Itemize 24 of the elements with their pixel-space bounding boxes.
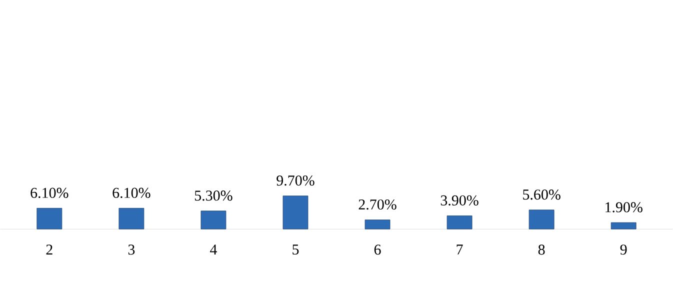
- x-tick-label: 2: [46, 244, 52, 254]
- bar: [610, 222, 636, 230]
- bar: [282, 196, 308, 230]
- x-tick-label: 5: [292, 244, 299, 254]
- bar: [36, 208, 62, 230]
- bar: [364, 220, 390, 230]
- x-tick-label: 4: [210, 244, 217, 254]
- x-tick-label: 7: [456, 244, 463, 254]
- data-label: 6.10%: [30, 188, 68, 198]
- data-label: 2.70%: [358, 199, 396, 210]
- bar: [528, 210, 554, 230]
- bar: [200, 210, 226, 230]
- data-label: 1.90%: [606, 202, 642, 212]
- data-label: 3.90%: [440, 195, 478, 206]
- x-tick-label: 8: [538, 244, 545, 255]
- bar: [446, 215, 472, 230]
- data-label: 5.30%: [194, 190, 232, 201]
- bar: [118, 208, 144, 230]
- data-label: 9.70%: [276, 175, 314, 186]
- x-tick-label: 3: [128, 244, 135, 255]
- data-label: 5.60%: [523, 189, 560, 200]
- x-tick-label: 9: [620, 244, 627, 255]
- data-label: 6.10%: [112, 188, 150, 198]
- x-tick-label: 6: [374, 244, 381, 255]
